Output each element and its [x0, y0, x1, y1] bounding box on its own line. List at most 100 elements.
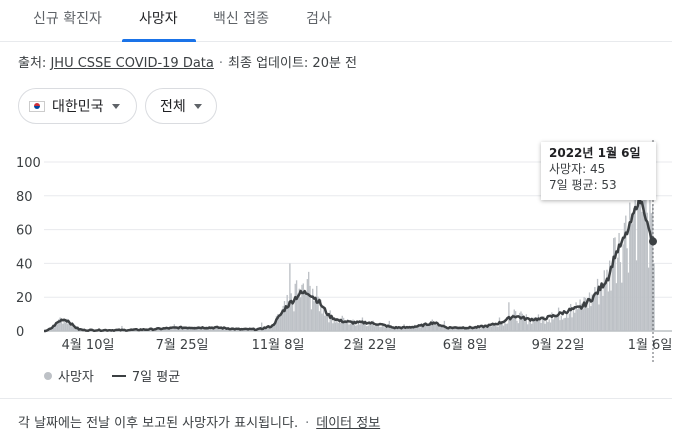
daily-death-bar	[324, 315, 326, 331]
daily-death-bar	[587, 308, 589, 331]
tab-new-cases[interactable]: 신규 확진자	[33, 11, 102, 27]
country-selector[interactable]: 대한민국	[18, 88, 137, 124]
daily-death-bar	[551, 312, 553, 331]
daily-death-bar	[248, 329, 251, 331]
x-tick-label: 11월 8일	[252, 338, 305, 353]
time-range-label: 전체	[160, 99, 186, 115]
daily-death-bar	[263, 327, 266, 331]
daily-death-bar	[232, 329, 235, 331]
daily-death-bar	[653, 263, 655, 331]
daily-death-bar	[337, 322, 339, 331]
daily-death-bar	[466, 328, 468, 331]
y-tick-label: 60	[16, 224, 33, 239]
daily-death-bar	[604, 280, 607, 331]
daily-death-bar	[637, 165, 639, 331]
daily-death-bar	[302, 283, 304, 331]
daily-death-bar	[71, 326, 73, 331]
daily-death-bar	[286, 294, 288, 331]
daily-death-bar	[197, 328, 200, 331]
bars-legend-icon	[44, 371, 52, 380]
daily-death-bar	[66, 318, 68, 331]
daily-death-bar	[316, 285, 318, 331]
time-range-selector[interactable]: 전체	[145, 88, 217, 124]
daily-death-bar	[320, 299, 322, 331]
daily-death-bar	[373, 326, 376, 331]
daily-death-bar	[410, 328, 412, 331]
daily-death-bar	[496, 326, 498, 331]
daily-death-bar	[72, 327, 75, 331]
daily-death-bar	[639, 189, 642, 331]
daily-death-bar	[314, 299, 317, 331]
daily-death-bar	[560, 315, 562, 331]
daily-death-bar	[449, 327, 451, 331]
daily-death-bar	[621, 282, 623, 331]
daily-death-bar	[543, 316, 545, 331]
daily-death-bar	[583, 297, 585, 331]
tab-tests[interactable]: 검사	[306, 11, 332, 27]
daily-death-bar	[428, 326, 431, 331]
daily-death-bar	[63, 319, 65, 331]
tab-bar: 신규 확진자 사망자 백신 접종 검사	[0, 0, 672, 42]
daily-death-bar	[157, 329, 159, 331]
divider	[0, 398, 672, 399]
footer-text: 각 날짜에는 전날 이후 보고된 사망자가 표시됩니다.	[18, 416, 299, 431]
daily-death-bar	[400, 327, 403, 331]
daily-death-bar	[484, 326, 486, 331]
daily-death-bar	[439, 327, 442, 331]
daily-death-bar	[590, 306, 592, 331]
daily-death-bar	[602, 295, 604, 331]
daily-death-bar	[531, 323, 533, 331]
tab-vaccinations[interactable]: 백신 접종	[213, 11, 269, 27]
daily-death-bar	[231, 328, 233, 331]
daily-death-bar	[213, 328, 216, 331]
daily-death-bar	[527, 324, 529, 331]
daily-death-bar	[505, 323, 507, 331]
daily-death-bar	[385, 325, 388, 331]
daily-death-bar	[608, 260, 611, 331]
daily-death-bar	[266, 328, 268, 331]
daily-death-bar	[376, 325, 378, 331]
daily-death-bar	[158, 329, 161, 331]
x-tick-label: 7월 25일	[156, 338, 209, 353]
daily-death-bar	[290, 293, 292, 331]
y-tick-label: 100	[16, 156, 41, 171]
dropdown-arrow-icon	[193, 103, 202, 109]
daily-death-bar	[349, 323, 352, 331]
daily-death-bar	[485, 326, 487, 331]
daily-death-bar	[432, 321, 435, 331]
daily-death-bar	[291, 302, 294, 331]
daily-death-bar	[188, 328, 190, 331]
tab-deaths[interactable]: 사망자	[139, 11, 178, 27]
daily-death-bar	[187, 329, 189, 331]
daily-death-bar	[321, 313, 323, 331]
daily-death-bar	[547, 322, 549, 331]
daily-death-bar	[355, 325, 357, 331]
daily-death-bar	[435, 324, 438, 331]
daily-death-bar	[536, 321, 538, 331]
daily-death-bar	[424, 323, 427, 331]
daily-death-bar	[614, 237, 616, 331]
daily-death-bar	[638, 165, 640, 331]
daily-death-bar	[211, 328, 213, 331]
daily-death-bar	[454, 327, 456, 331]
daily-death-bar	[59, 317, 61, 331]
daily-death-bar	[470, 328, 472, 331]
daily-death-bar	[486, 327, 489, 331]
daily-death-bar	[289, 263, 291, 331]
daily-death-bar	[357, 322, 360, 331]
deaths-chart[interactable]: 0 20 40 60 80 100 4월 10일 7월 25일 11월 8일 2월 22일 6월 …	[0, 140, 691, 365]
data-info-link[interactable]: 데이터 정보	[316, 416, 381, 431]
daily-death-bar	[348, 324, 350, 331]
daily-death-bar	[215, 328, 217, 331]
daily-death-bar	[273, 322, 275, 331]
source-link[interactable]: JHU CSSE COVID-19 Data	[50, 56, 214, 71]
daily-death-bar	[243, 329, 245, 331]
daily-death-bar	[545, 320, 548, 331]
daily-death-bar	[453, 328, 455, 331]
daily-death-bar	[512, 314, 514, 331]
daily-death-bar	[328, 322, 330, 331]
daily-death-bar	[579, 299, 581, 331]
daily-death-bar	[341, 315, 343, 331]
daily-death-bar	[330, 316, 333, 331]
daily-death-bar	[185, 328, 188, 331]
